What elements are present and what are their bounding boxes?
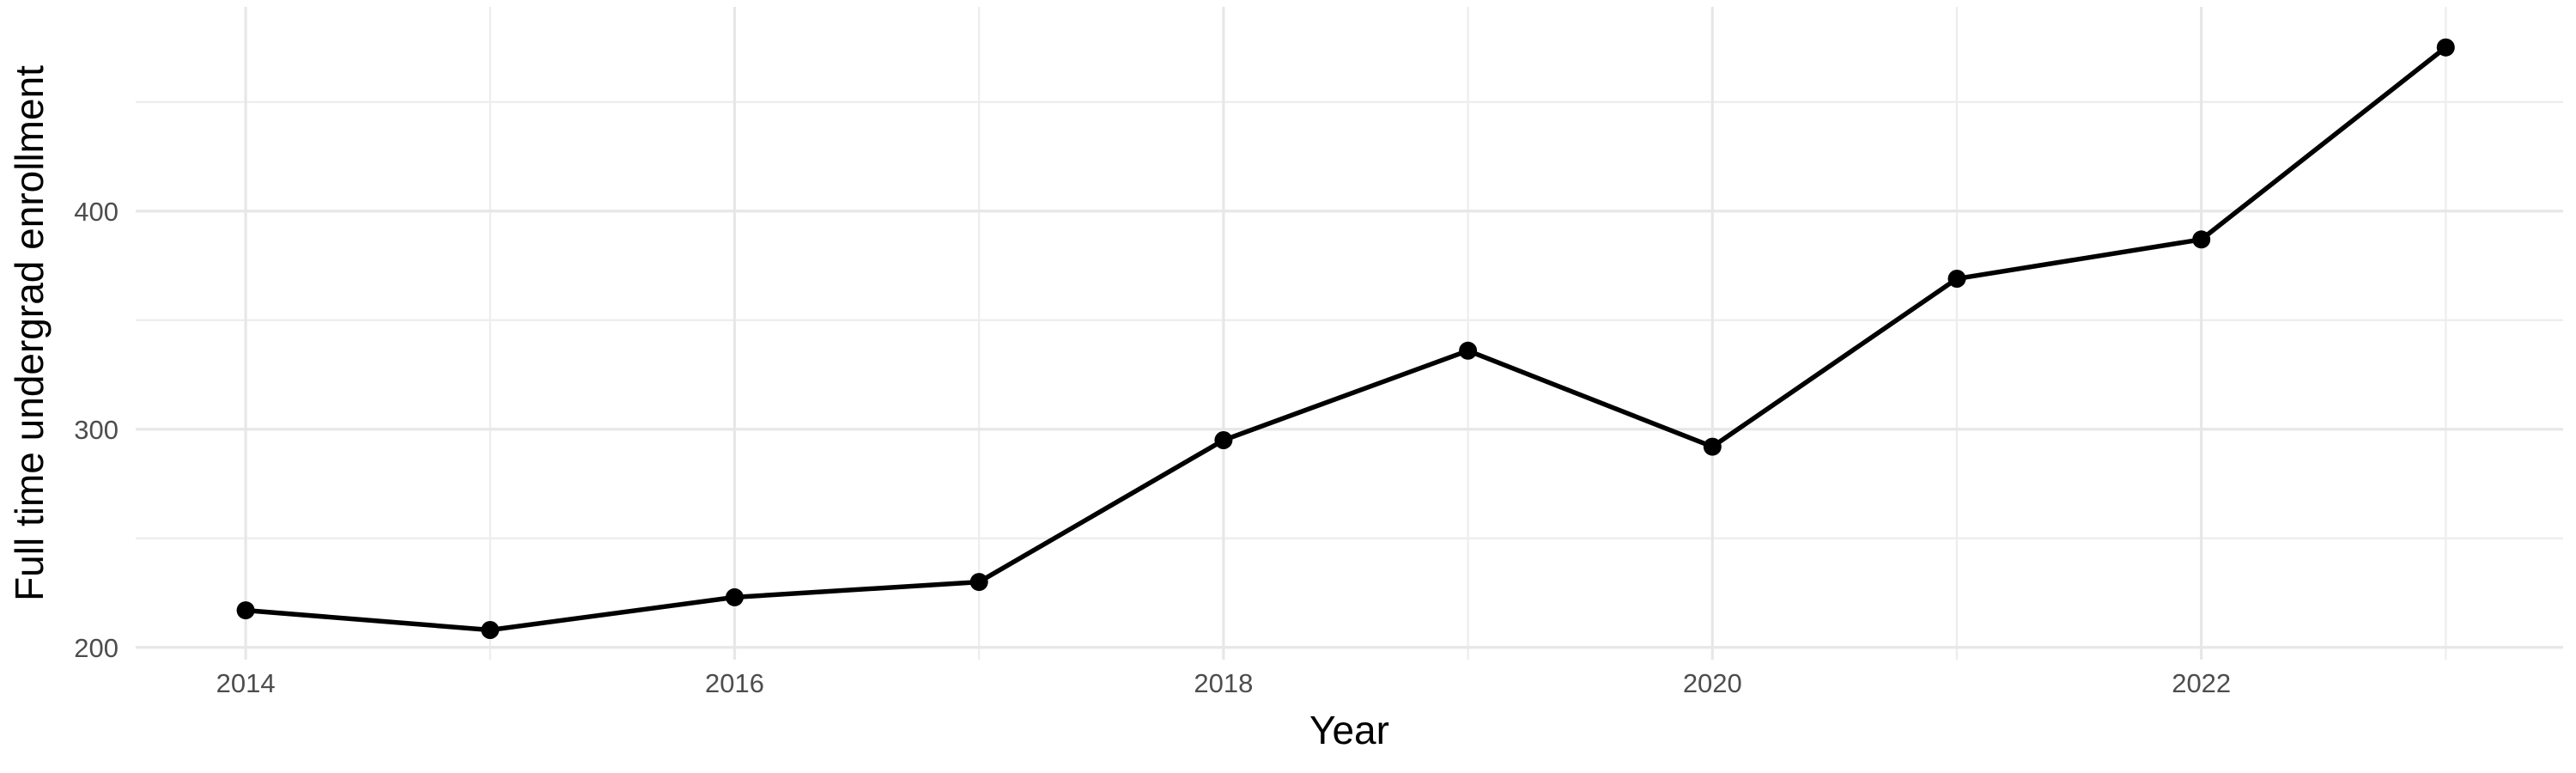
y-axis-tick-label: 400: [74, 197, 118, 227]
y-axis-tick-label: 200: [74, 633, 118, 663]
x-axis-tick-label: 2022: [2172, 668, 2231, 698]
data-point: [2436, 38, 2455, 57]
x-axis-tick-label: 2020: [1683, 668, 1742, 698]
data-point: [969, 573, 988, 592]
gridlines-minor: [136, 7, 2563, 660]
data-point: [1459, 341, 1478, 360]
gridlines-major: [136, 7, 2563, 660]
x-axis-title: Year: [1309, 708, 1389, 752]
data-point: [1214, 431, 1233, 449]
enrollment-line: [243, 45, 2449, 633]
data-point: [236, 601, 255, 620]
x-axis-tick-label: 2016: [705, 668, 764, 698]
data-point: [1947, 270, 1966, 288]
data-point: [726, 587, 744, 606]
y-axis-title: Full time undergrad enrollment: [7, 65, 52, 601]
data-point: [481, 621, 500, 639]
x-axis-tick-label: 2014: [216, 668, 276, 698]
y-axis-tick-labels: 200 300 400: [74, 197, 118, 663]
data-point: [2192, 230, 2211, 249]
data-point: [1703, 437, 1722, 456]
x-axis-tick-labels: 2014 2016 2018 2020 2022: [216, 668, 2232, 698]
y-axis-tick-label: 300: [74, 415, 118, 445]
x-axis-tick-label: 2018: [1194, 668, 1253, 698]
line-series-group: [236, 38, 2455, 639]
